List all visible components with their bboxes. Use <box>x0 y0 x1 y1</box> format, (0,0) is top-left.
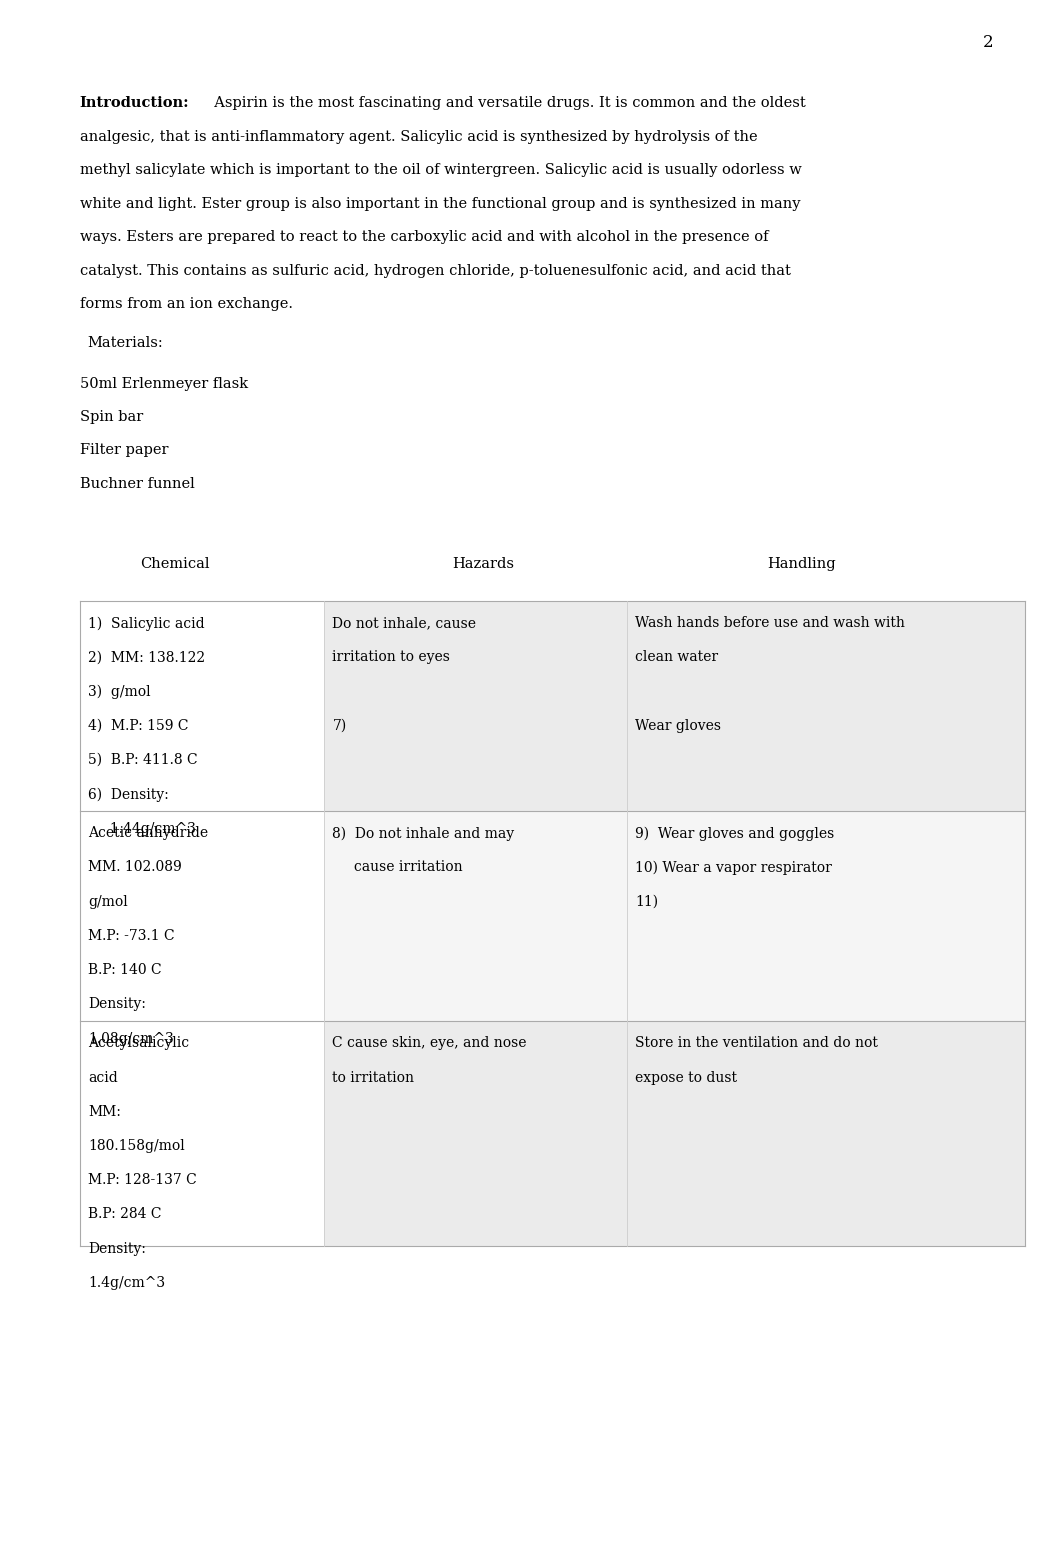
Text: expose to dust: expose to dust <box>635 1071 737 1085</box>
Text: g/mol: g/mol <box>88 895 127 909</box>
Bar <box>80 601 324 811</box>
Text: 8)  Do not inhale and may: 8) Do not inhale and may <box>332 826 514 840</box>
Text: Acetylsalicylic: Acetylsalicylic <box>88 1036 189 1050</box>
Bar <box>80 1021 324 1246</box>
Text: B.P: 284 C: B.P: 284 C <box>88 1207 161 1221</box>
Text: 10) Wear a vapor respirator: 10) Wear a vapor respirator <box>635 860 832 874</box>
Text: irritation to eyes: irritation to eyes <box>332 650 450 664</box>
Text: Aspirin is the most fascinating and versatile drugs. It is common and the oldest: Aspirin is the most fascinating and vers… <box>205 96 806 110</box>
Text: Buchner funnel: Buchner funnel <box>80 476 194 490</box>
Text: Do not inhale, cause: Do not inhale, cause <box>332 616 477 630</box>
Text: MM:: MM: <box>88 1105 121 1119</box>
Text: 180.158g/mol: 180.158g/mol <box>88 1139 185 1153</box>
Text: 5)  B.P: 411.8 C: 5) B.P: 411.8 C <box>88 753 198 767</box>
Bar <box>80 811 324 1021</box>
Text: Hazards: Hazards <box>452 557 514 571</box>
Text: 1.4g/cm^3: 1.4g/cm^3 <box>88 1276 166 1290</box>
Text: catalyst. This contains as sulfuric acid, hydrogen chloride, p-toluenesulfonic a: catalyst. This contains as sulfuric acid… <box>80 263 790 277</box>
Text: Spin bar: Spin bar <box>80 411 143 423</box>
Text: 1)  Salicylic acid: 1) Salicylic acid <box>88 616 205 630</box>
Text: methyl salicylate which is important to the oil of wintergreen. Salicylic acid i: methyl salicylate which is important to … <box>80 163 802 177</box>
Text: 9)  Wear gloves and goggles: 9) Wear gloves and goggles <box>635 826 835 840</box>
Text: 7): 7) <box>332 719 346 733</box>
Text: Filter paper: Filter paper <box>80 443 168 457</box>
Text: MM. 102.089: MM. 102.089 <box>88 860 182 874</box>
Bar <box>80 601 1025 811</box>
Text: 50ml Erlenmeyer flask: 50ml Erlenmeyer flask <box>80 377 247 391</box>
Bar <box>80 811 1025 1021</box>
Text: white and light. Ester group is also important in the functional group and is sy: white and light. Ester group is also imp… <box>80 198 800 210</box>
Text: 11): 11) <box>635 895 658 909</box>
Text: Acetic anhydride: Acetic anhydride <box>88 826 208 840</box>
Text: forms from an ion exchange.: forms from an ion exchange. <box>80 297 293 311</box>
Text: M.P: 128-137 C: M.P: 128-137 C <box>88 1173 196 1187</box>
Text: Wash hands before use and wash with: Wash hands before use and wash with <box>635 616 905 630</box>
Text: 1.44g/cm^3: 1.44g/cm^3 <box>88 822 196 836</box>
Text: M.P: -73.1 C: M.P: -73.1 C <box>88 929 175 943</box>
Text: Store in the ventilation and do not: Store in the ventilation and do not <box>635 1036 878 1050</box>
Text: C cause skin, eye, and nose: C cause skin, eye, and nose <box>332 1036 527 1050</box>
Text: B.P: 140 C: B.P: 140 C <box>88 963 161 977</box>
Text: acid: acid <box>88 1071 118 1085</box>
Text: 3)  g/mol: 3) g/mol <box>88 685 151 699</box>
Text: Density:: Density: <box>88 1242 145 1256</box>
Text: analgesic, that is anti-inflammatory agent. Salicylic acid is synthesized by hyd: analgesic, that is anti-inflammatory age… <box>80 131 757 143</box>
Text: Density:: Density: <box>88 997 145 1011</box>
Text: Handling: Handling <box>768 557 836 571</box>
Text: 6)  Density:: 6) Density: <box>88 787 169 801</box>
Text: ways. Esters are prepared to react to the carboxylic acid and with alcohol in th: ways. Esters are prepared to react to th… <box>80 230 768 244</box>
Text: clean water: clean water <box>635 650 718 664</box>
Text: Introduction:: Introduction: <box>80 96 189 110</box>
Text: cause irritation: cause irritation <box>332 860 463 874</box>
Text: 1.08g/cm^3: 1.08g/cm^3 <box>88 1032 174 1046</box>
Text: 4)  M.P: 159 C: 4) M.P: 159 C <box>88 719 189 733</box>
Text: 2)  MM: 138.122: 2) MM: 138.122 <box>88 650 205 664</box>
Text: Materials:: Materials: <box>87 336 162 350</box>
Text: 2: 2 <box>982 34 993 51</box>
Text: to irritation: to irritation <box>332 1071 414 1085</box>
Text: Chemical: Chemical <box>140 557 210 571</box>
Text: Wear gloves: Wear gloves <box>635 719 721 733</box>
Bar <box>80 1021 1025 1246</box>
